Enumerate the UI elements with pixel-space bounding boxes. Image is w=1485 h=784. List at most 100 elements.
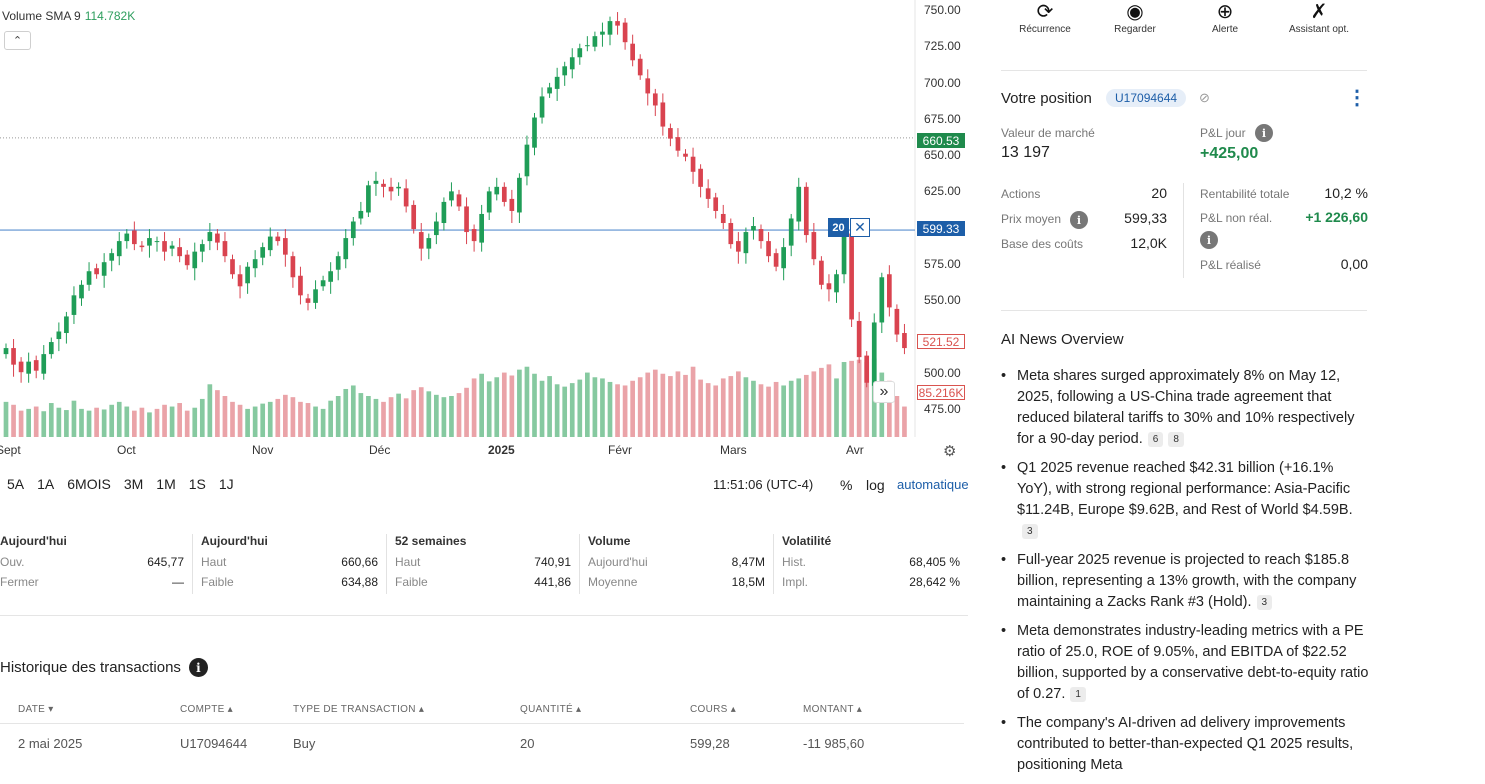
volume-bar bbox=[819, 367, 824, 437]
col-type[interactable]: TYPE DE TRANSACTION ▴ bbox=[293, 704, 425, 715]
candle-body bbox=[283, 238, 288, 255]
unrealized-info-icon[interactable]: i bbox=[1200, 231, 1218, 249]
candlestick-chart[interactable] bbox=[0, 0, 970, 440]
col-account[interactable]: COMPTE ▴ bbox=[180, 704, 233, 715]
volume-bar bbox=[275, 398, 281, 437]
candle-body bbox=[803, 186, 809, 236]
col-amount[interactable]: MONTANT ▴ bbox=[803, 704, 863, 715]
candle-body bbox=[705, 188, 711, 199]
avg-price-info-icon[interactable]: i bbox=[1070, 211, 1088, 229]
position-qty-marker[interactable]: 20 bbox=[828, 218, 849, 237]
candle-body bbox=[479, 213, 484, 243]
candle-body bbox=[834, 274, 839, 293]
volume-bar bbox=[350, 385, 356, 437]
volume-bar bbox=[471, 378, 477, 437]
candle-body bbox=[3, 348, 9, 355]
volume-bar bbox=[48, 403, 54, 437]
range-1y-button[interactable]: 1A bbox=[37, 476, 55, 492]
citation-badge[interactable]: 8 bbox=[1168, 431, 1184, 447]
range-1m-button[interactable]: 1M bbox=[156, 476, 176, 492]
candle-body bbox=[418, 232, 424, 249]
volume-bar bbox=[132, 410, 137, 437]
alert-icon: ⊕ bbox=[1216, 1, 1234, 23]
range-5y-button[interactable]: 5A bbox=[7, 476, 25, 492]
volume-bar bbox=[698, 379, 703, 437]
volume-bar bbox=[94, 407, 99, 437]
citation-badge[interactable]: 6 bbox=[1147, 431, 1164, 447]
col-price[interactable]: COURS ▴ bbox=[690, 704, 737, 715]
volume-bar bbox=[547, 376, 552, 437]
expand-panel-button[interactable]: » bbox=[873, 381, 895, 403]
volume-bar bbox=[33, 406, 39, 437]
recurrence-button[interactable]: ⟳ Récurrence bbox=[1010, 0, 1080, 35]
range-selector: 5A 1A 6MOIS 3M 1M 1S 1J bbox=[7, 476, 247, 492]
candle-body bbox=[743, 232, 749, 254]
range-1w-button[interactable]: 1S bbox=[188, 476, 206, 492]
row-amount: -11 985,60 bbox=[803, 736, 865, 751]
cost-basis-value: 12,0K bbox=[1130, 235, 1167, 251]
collapse-indicator-button[interactable]: ⌃ bbox=[4, 31, 31, 50]
volume-bar bbox=[894, 396, 900, 437]
candle-body bbox=[894, 308, 900, 335]
volume-bar bbox=[577, 379, 583, 437]
candle-body bbox=[690, 156, 696, 172]
assistant-button[interactable]: ✗ Assistant opt. bbox=[1279, 0, 1359, 35]
citation-badge[interactable]: 3 bbox=[1256, 594, 1273, 610]
candle-body bbox=[313, 289, 318, 303]
candle-body bbox=[660, 102, 666, 127]
citation-badge[interactable]: 3 bbox=[1022, 523, 1038, 539]
candle-body bbox=[486, 191, 492, 213]
candle-body bbox=[826, 283, 832, 290]
candle-body bbox=[788, 218, 794, 246]
candle-body bbox=[728, 223, 734, 245]
candle-body bbox=[411, 204, 417, 230]
volume-bar bbox=[184, 410, 190, 437]
chart-settings-icon[interactable]: ⚙ bbox=[943, 443, 957, 460]
volume-bar bbox=[569, 383, 575, 437]
range-6m-button[interactable]: 6MOIS bbox=[67, 476, 111, 492]
candle-body bbox=[230, 259, 235, 275]
volume-bar bbox=[26, 408, 31, 437]
realized-label: P&L réalisé bbox=[1200, 258, 1261, 272]
price-axis-label: 750.00 bbox=[924, 3, 961, 17]
range-3m-button[interactable]: 3M bbox=[123, 476, 144, 492]
candle-body bbox=[245, 266, 250, 284]
volume-bar bbox=[177, 403, 182, 437]
citation-badge[interactable]: 1 bbox=[1070, 686, 1086, 702]
range-1d-button[interactable]: 1J bbox=[218, 476, 234, 492]
volume-bar bbox=[501, 372, 507, 437]
account-badge[interactable]: U17094644 bbox=[1106, 89, 1187, 107]
time-axis-label: Févr bbox=[608, 443, 632, 457]
pnl-day-info-icon[interactable]: i bbox=[1255, 124, 1273, 142]
auto-toggle[interactable]: automatique bbox=[897, 477, 969, 492]
volume-bar bbox=[207, 384, 213, 437]
col-date[interactable]: DATE ▾ bbox=[18, 704, 54, 715]
volume-bar bbox=[713, 385, 719, 437]
volume-bar bbox=[585, 372, 590, 437]
volume-bar bbox=[486, 381, 492, 437]
col-quantity[interactable]: QUANTITÉ ▴ bbox=[520, 704, 582, 715]
pnl-day: +425,00 bbox=[1200, 145, 1259, 162]
alert-button[interactable]: ⊕ Alerte bbox=[1190, 0, 1260, 35]
log-toggle[interactable]: log bbox=[866, 477, 885, 493]
time-axis-label: Mars bbox=[720, 443, 747, 457]
candle-body bbox=[184, 254, 190, 266]
candle-body bbox=[320, 280, 326, 287]
more-options-icon[interactable]: ⋮ bbox=[1347, 87, 1367, 109]
volume-bar bbox=[773, 381, 779, 437]
info-icon[interactable]: i bbox=[188, 658, 208, 677]
volume-bar bbox=[479, 373, 484, 437]
market-value-label: Valeur de marché bbox=[1001, 126, 1095, 140]
volume-bar bbox=[139, 407, 145, 437]
percent-toggle[interactable]: % bbox=[840, 477, 853, 493]
cost-basis-label: Base des coûts bbox=[1001, 237, 1084, 251]
volume-bar bbox=[109, 404, 115, 437]
volume-bar bbox=[683, 374, 688, 437]
volume-bar bbox=[456, 393, 462, 437]
candle-body bbox=[147, 238, 152, 246]
row-price: 599,28 bbox=[690, 736, 730, 751]
hide-icon[interactable]: ⊘ bbox=[1199, 90, 1210, 105]
close-position-marker-icon[interactable]: ✕ bbox=[850, 218, 870, 237]
candle-body bbox=[871, 322, 877, 386]
watch-button[interactable]: ◉ Regarder bbox=[1100, 0, 1170, 35]
